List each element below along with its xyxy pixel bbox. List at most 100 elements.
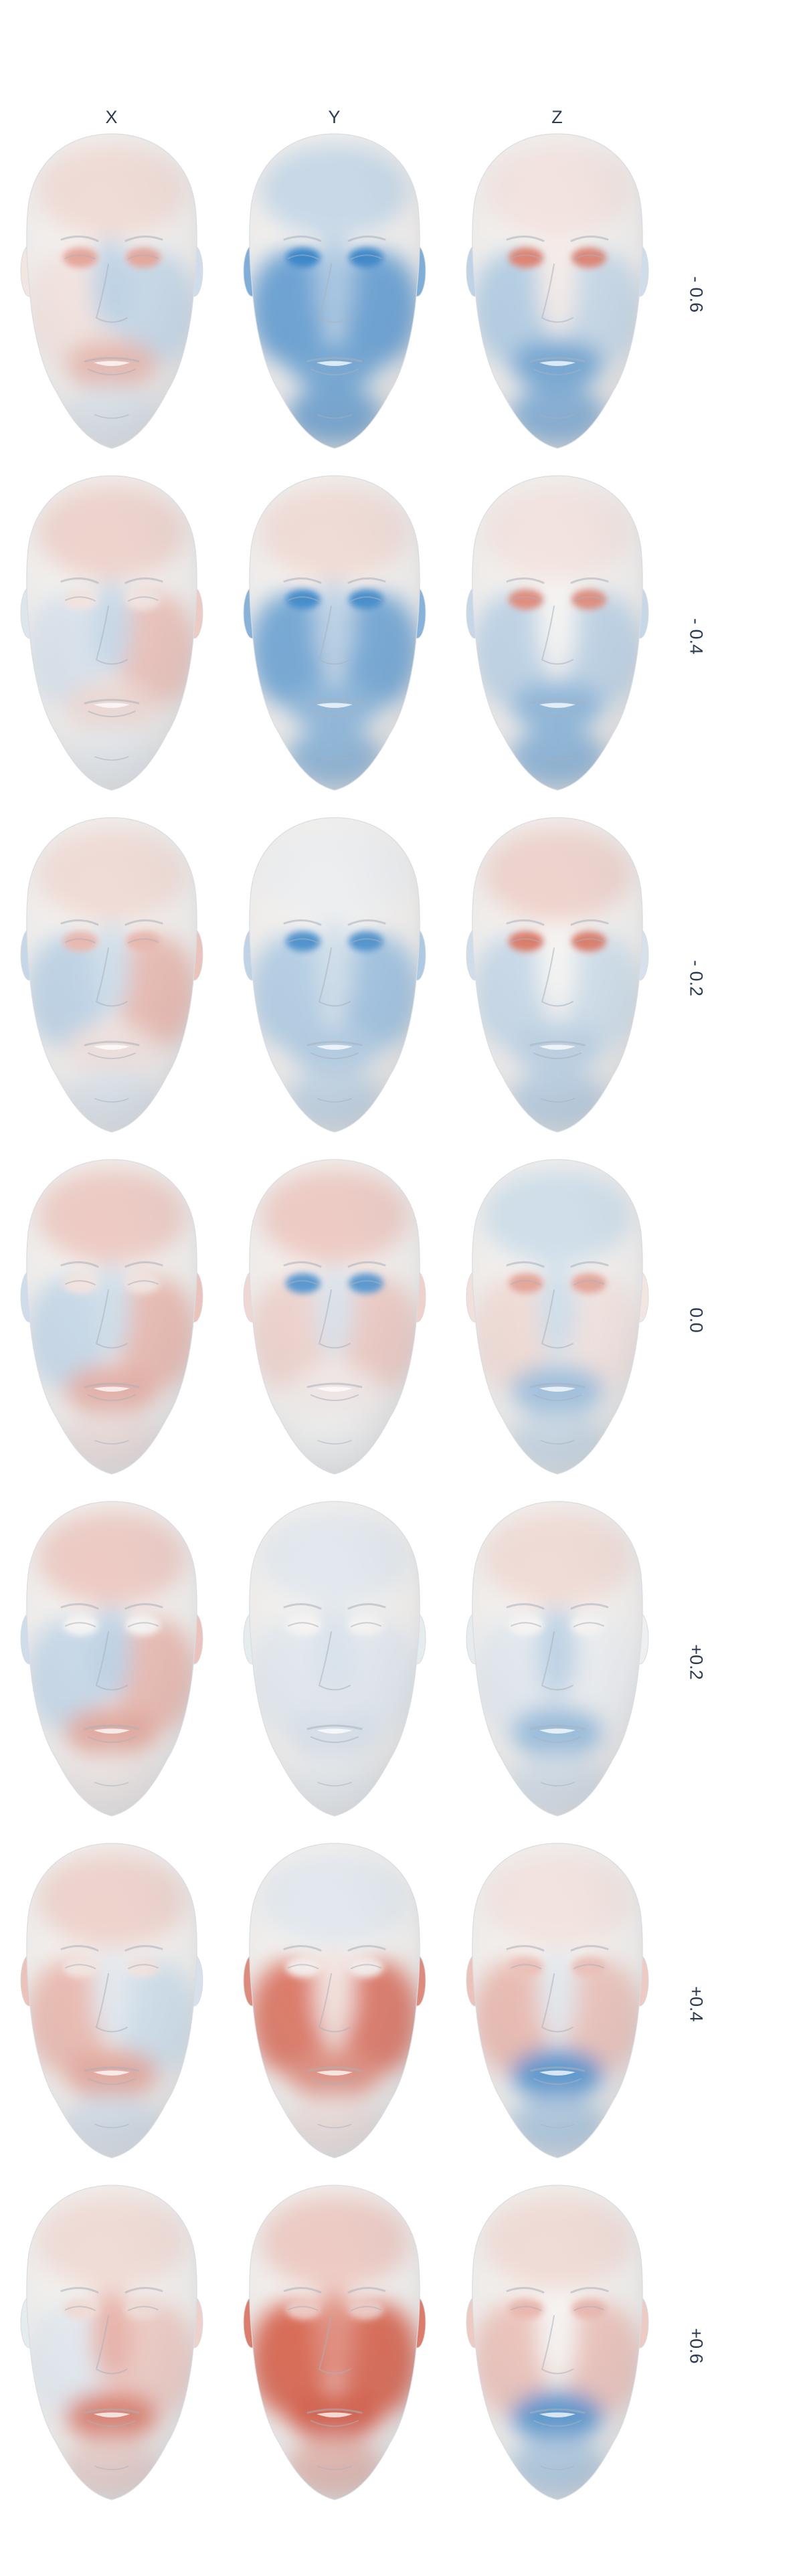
lower-lip [310,2078,359,2085]
head-outline [472,2185,643,2500]
head-outline [472,1843,643,2158]
right-eyelid [573,2306,604,2311]
head-shading [472,1160,643,1474]
right-eyelid [573,1622,604,1627]
chin-crease [540,1440,575,1445]
left-brow [506,577,545,584]
mouth-opening [94,1386,130,1392]
head-outline [249,475,420,791]
mouth-opening [317,1386,353,1392]
left-brow [506,919,545,926]
face-render [466,1501,649,1817]
mouth-opening [539,2412,575,2417]
mouth-opening [539,1386,575,1392]
face-render [243,475,426,791]
chin-crease [317,2466,352,2470]
lower-lip [533,369,582,375]
head-shading [249,1501,420,1816]
left-eyelid [65,596,96,602]
chin-crease [317,414,352,419]
head-outline [26,817,197,1133]
right-brow [347,2287,386,2294]
right-brow [347,236,386,242]
face-render [20,1501,203,1817]
nose-outline [318,606,351,665]
lower-lip [310,1394,359,1401]
mouth-opening [539,2070,575,2076]
mouth-opening [317,1728,353,1734]
upper-lip [306,2066,363,2072]
head-outline [472,817,643,1133]
head-shading [26,818,197,1132]
chin-crease [540,2466,575,2470]
right-eyelid [128,2306,159,2311]
left-eyelid [511,1964,541,1969]
head-shading [26,476,197,790]
right-eyelid [351,938,381,943]
left-eyelid [288,596,319,602]
chin-crease [540,2124,575,2128]
mouth-opening [539,703,575,708]
row-label: - 0.4 [686,618,707,655]
right-eyelid [351,1622,381,1627]
right-eyelid [573,596,604,602]
head-outline [249,133,420,449]
nose-outline [318,1973,351,2033]
face-render [20,1159,203,1475]
upper-lip [84,357,140,363]
nose-outline [95,606,128,665]
face-render [20,475,203,791]
right-eyelid [128,254,159,260]
mouth-opening [94,2070,130,2076]
right-brow [124,1945,163,1952]
right-eyelid [573,1964,604,1969]
face-render [243,1843,426,2158]
left-brow [283,1945,322,1952]
mouth-opening [317,2070,353,2076]
right-eyelid [573,938,604,943]
right-brow [570,2287,609,2294]
nose-outline [541,1289,573,1349]
lower-lip [533,711,582,717]
head-outline [26,1159,197,1475]
upper-lip [306,699,363,705]
upper-lip [306,1382,363,1388]
upper-lip [529,2066,586,2072]
left-brow [283,2287,322,2294]
lower-lip [310,711,359,717]
left-eyelid [288,254,319,260]
nose-outline [318,1289,351,1349]
head-outline [472,1159,643,1475]
nose-outline [541,947,573,1007]
left-brow [506,2287,545,2294]
lower-lip [310,1736,359,1743]
left-eyelid [511,1622,541,1627]
upper-lip [529,1382,586,1388]
chin-crease [94,2124,129,2128]
mouth-opening [317,361,353,366]
right-brow [347,919,386,926]
upper-lip [306,2408,363,2414]
nose-outline [95,1631,128,1691]
left-brow [60,577,99,584]
left-eyelid [511,1280,541,1285]
head-outline [472,133,643,449]
right-eyelid [351,254,381,260]
row-label: 0.0 [686,1307,707,1333]
left-brow [283,1261,322,1268]
face-render [20,1843,203,2158]
face-render [243,1159,426,1475]
column-header-x: X [105,107,118,127]
left-eyelid [511,2306,541,2311]
nose-outline [95,947,128,1007]
head-outline [249,817,420,1133]
right-brow [570,1945,609,1952]
face-render [466,475,649,791]
upper-lip [84,1724,140,1730]
lower-lip [310,2420,359,2427]
lower-lip [533,2078,582,2085]
chin-crease [317,2124,352,2128]
left-eyelid [288,938,319,943]
right-eyelid [351,1280,381,1285]
chin-crease [94,2466,129,2470]
